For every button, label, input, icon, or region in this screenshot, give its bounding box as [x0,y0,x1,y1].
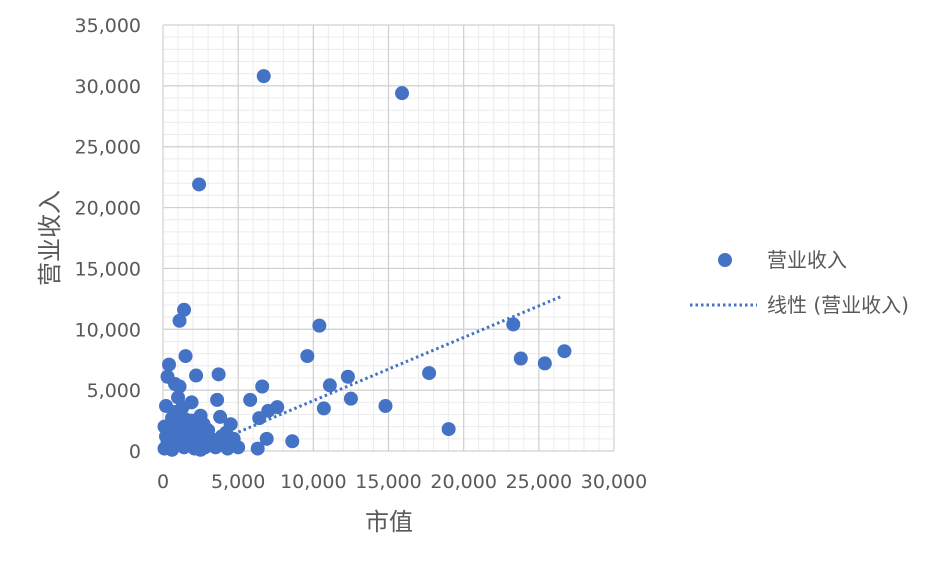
x-tick-label: 10,000 [280,471,346,493]
data-point [506,317,521,332]
data-point [168,377,183,392]
data-point [219,425,234,440]
y-tick-label: 25,000 [75,137,141,159]
data-point [312,318,327,333]
data-point [343,391,358,406]
data-point [159,398,174,413]
legend-marker-scatter [718,253,732,267]
data-point [422,366,437,381]
x-tick-label: 5,000 [211,471,265,493]
trendline-path [207,295,562,447]
x-tick-label: 15,000 [355,471,421,493]
data-point [198,440,213,455]
data-point [184,413,199,428]
data-point [255,379,270,394]
data-point [316,401,331,416]
data-point [557,344,572,359]
y-tick-label: 35,000 [75,15,141,37]
x-axis-ticks: 0 5,000 10,000 15,000 20,000 25,000 30,000 [157,471,647,493]
data-point [180,433,195,448]
major-grid [162,24,615,452]
data-point [178,349,193,364]
data-point [201,423,216,438]
legend-label-scatter: 营业收入 [767,248,847,272]
data-point [256,69,271,84]
data-point [252,411,267,426]
y-axis-title: 营业收入 [36,190,64,286]
data-points [157,69,572,457]
y-tick-label: 0 [129,441,141,463]
data-point [285,434,300,449]
data-point [322,378,337,393]
data-point [513,351,528,366]
x-tick-label: 25,000 [506,471,572,493]
data-point [210,392,225,407]
y-tick-label: 15,000 [75,258,141,280]
data-point [211,367,226,382]
data-point [220,441,235,456]
data-point [177,302,192,317]
trendline [207,295,562,447]
data-point [537,356,552,371]
y-tick-label: 20,000 [75,198,141,220]
data-point [300,349,315,364]
data-point [165,442,180,457]
data-point [378,398,393,413]
y-tick-label: 30,000 [75,76,141,98]
data-point [189,368,204,383]
legend: 营业收入 线性 (营业收入) [690,248,909,317]
data-point [192,177,207,192]
data-point [213,409,228,424]
data-point [172,313,187,328]
data-point [340,369,355,384]
y-tick-label: 5,000 [87,380,141,402]
data-point [243,392,258,407]
legend-label-trendline: 线性 (营业收入) [767,293,909,317]
x-tick-label: 30,000 [581,471,647,493]
y-axis-ticks: 0 5,000 10,000 15,000 20,000 25,000 30,000 35,0… [75,15,141,463]
data-point [441,422,456,437]
data-point [162,357,177,372]
x-tick-label: 20,000 [430,471,496,493]
data-point [163,418,178,433]
x-tick-label: 0 [157,471,169,493]
data-point [259,431,274,446]
y-tick-label: 10,000 [75,319,141,341]
data-point [395,86,410,101]
data-point [250,441,265,456]
x-axis-title: 市值 [365,508,413,536]
